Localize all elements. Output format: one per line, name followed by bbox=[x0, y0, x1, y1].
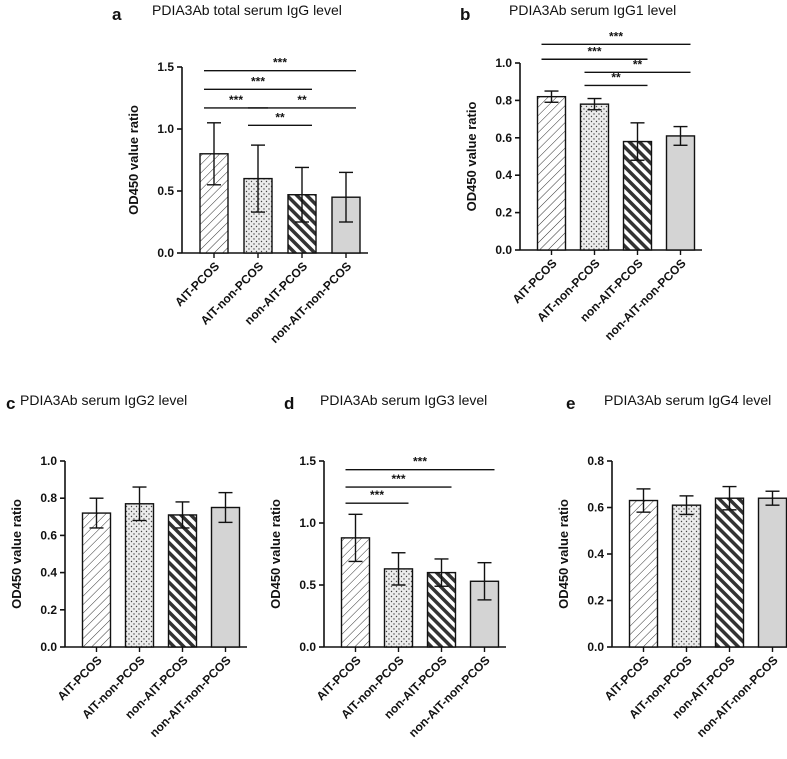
significance-label: *** bbox=[251, 74, 265, 88]
y-tick-label: 0.5 bbox=[157, 184, 174, 198]
panel-letter-b: b bbox=[460, 5, 470, 24]
bar-ait-pcos bbox=[536, 95, 567, 251]
significance-label: ** bbox=[633, 57, 643, 71]
bar-non-ait-non-pcos bbox=[665, 135, 696, 251]
panel-title-d: PDIA3Ab serum IgG3 level bbox=[320, 392, 487, 408]
bar-ait-non-pcos bbox=[671, 504, 702, 648]
y-tick-label: 1.0 bbox=[495, 56, 512, 70]
significance-label: ** bbox=[297, 93, 307, 107]
bar-non-ait-non-pcos bbox=[210, 506, 241, 648]
panel-title-a: PDIA3Ab total serum IgG level bbox=[152, 2, 342, 18]
y-tick-label: 0.0 bbox=[587, 640, 604, 654]
y-tick-label: 0.4 bbox=[40, 566, 57, 580]
y-axis-label: OD450 value ratio bbox=[556, 499, 571, 609]
x-tick-label: non-AIT-non-PCOS bbox=[602, 256, 689, 343]
panel-letter-d: d bbox=[284, 394, 294, 413]
significance-label: *** bbox=[370, 488, 384, 502]
y-axis-label: OD450 value ratio bbox=[464, 102, 479, 212]
y-tick-label: 0.2 bbox=[587, 594, 604, 608]
y-tick-label: 0.0 bbox=[40, 640, 57, 654]
y-tick-label: 0.0 bbox=[299, 640, 316, 654]
y-tick-label: 0.8 bbox=[40, 491, 57, 505]
bar-ait-non-pcos bbox=[124, 503, 155, 648]
x-tick-label: non-AIT-non-PCOS bbox=[267, 259, 354, 346]
significance-label: *** bbox=[609, 29, 623, 43]
y-tick-label: 1.5 bbox=[299, 454, 316, 468]
y-tick-label: 0.6 bbox=[495, 131, 512, 145]
y-tick-label: 0.8 bbox=[587, 454, 604, 468]
panel-letter-e: e bbox=[566, 394, 575, 413]
significance-label: *** bbox=[587, 44, 601, 58]
panel-title-e: PDIA3Ab serum IgG4 level bbox=[604, 392, 771, 408]
y-tick-label: 0.8 bbox=[495, 93, 512, 107]
y-tick-label: 1.0 bbox=[299, 516, 316, 530]
significance-label: *** bbox=[229, 93, 243, 107]
bar-ait-pcos bbox=[628, 499, 659, 648]
y-tick-label: 1.0 bbox=[40, 454, 57, 468]
y-tick-label: 0.0 bbox=[157, 246, 174, 260]
significance-label: ** bbox=[275, 110, 285, 124]
bar-non-ait-non-pcos bbox=[757, 497, 787, 648]
panel-letter-a: a bbox=[112, 5, 122, 24]
y-tick-label: 0.0 bbox=[495, 243, 512, 257]
x-tick-label: non-AIT-non-PCOS bbox=[694, 653, 781, 740]
y-tick-label: 0.6 bbox=[40, 528, 57, 542]
x-tick-label: non-AIT-non-PCOS bbox=[406, 653, 493, 740]
panel-letter-c: c bbox=[6, 394, 15, 413]
y-tick-label: 0.4 bbox=[587, 547, 604, 561]
panel-title-c: PDIA3Ab serum IgG2 level bbox=[20, 392, 187, 408]
significance-label: *** bbox=[391, 472, 405, 486]
panel-title-b: PDIA3Ab serum IgG1 level bbox=[509, 2, 676, 18]
y-tick-label: 0.2 bbox=[40, 603, 57, 617]
y-axis-label: OD450 value ratio bbox=[9, 499, 24, 609]
bar-ait-pcos bbox=[81, 512, 112, 648]
y-tick-label: 1.5 bbox=[157, 60, 174, 74]
y-axis-label: OD450 value ratio bbox=[268, 499, 283, 609]
y-tick-label: 0.6 bbox=[587, 501, 604, 515]
significance-label: *** bbox=[273, 56, 287, 70]
significance-label: ** bbox=[611, 70, 621, 84]
x-tick-label: non-AIT-non-PCOS bbox=[147, 653, 234, 740]
y-tick-label: 0.2 bbox=[495, 206, 512, 220]
significance-label: *** bbox=[413, 455, 427, 469]
bar-non-ait-pcos bbox=[714, 497, 745, 648]
bar-ait-non-pcos bbox=[579, 103, 610, 251]
bar-non-ait-pcos bbox=[167, 514, 198, 648]
y-tick-label: 1.0 bbox=[157, 122, 174, 136]
y-tick-label: 0.4 bbox=[495, 168, 512, 182]
y-tick-label: 0.5 bbox=[299, 578, 316, 592]
y-axis-label: OD450 value ratio bbox=[126, 105, 141, 215]
